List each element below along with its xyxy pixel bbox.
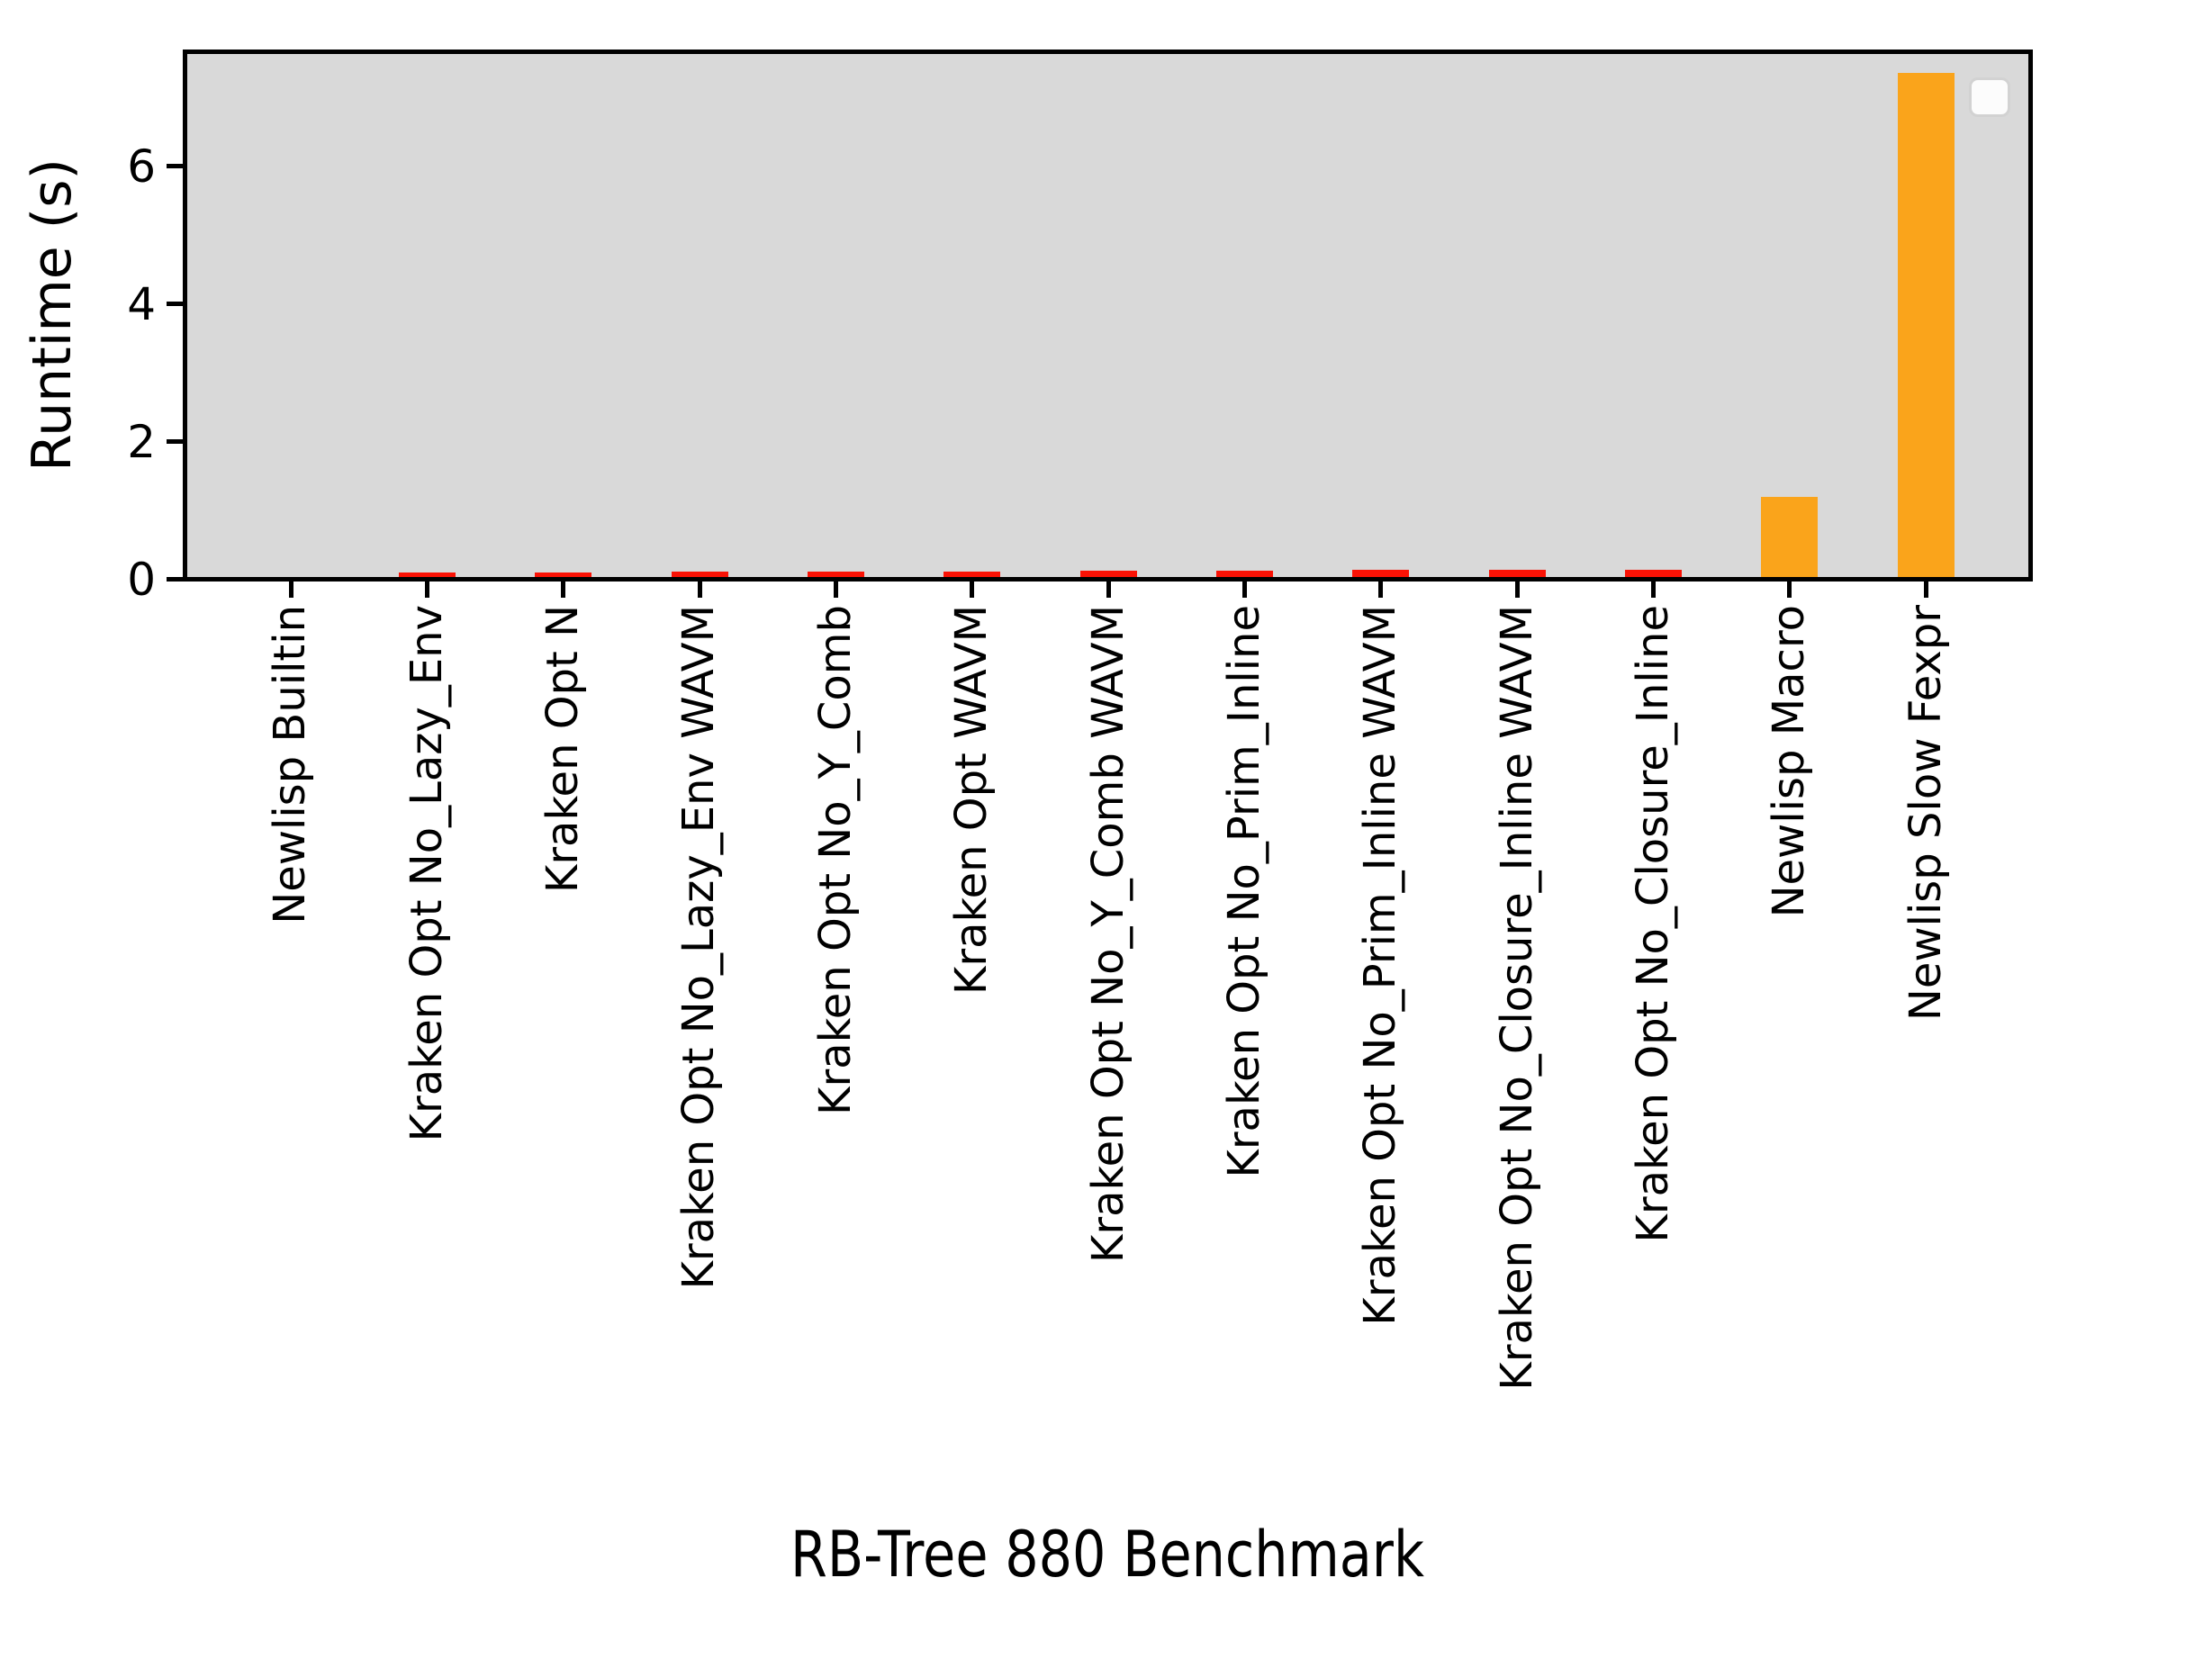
x-tick-mark (1651, 582, 1656, 598)
x-tick-mark (1241, 582, 1247, 598)
x-tick-mark (288, 582, 293, 598)
x-tick-mark (1106, 582, 1111, 598)
x-tick-mark (1378, 582, 1384, 598)
bar (1215, 570, 1273, 577)
x-tick-label-text: Newlisp Builtin (265, 605, 316, 924)
x-tick-label: Newlisp Builtin (223, 605, 358, 924)
y-tick-mark (167, 164, 183, 168)
legend-box (1969, 77, 2010, 117)
x-tick-label: Newlisp Macro (1722, 605, 1857, 917)
x-tick-mark (970, 582, 975, 598)
x-tick-label: Kraken Opt N (496, 605, 631, 893)
x-tick-label: Newlisp Slow Fexpr (1858, 605, 1993, 1021)
x-tick-label-text: Newlisp Slow Fexpr (1900, 605, 1951, 1022)
x-tick-mark (1787, 582, 1792, 598)
y-tick-label: 2 (127, 415, 156, 468)
bar (1352, 569, 1410, 577)
bar (535, 572, 592, 577)
y-tick-mark (167, 439, 183, 444)
x-tick-label-text: Newlisp Macro (1764, 605, 1815, 918)
x-tick-mark (561, 582, 566, 598)
x-tick-label-text: Kraken Opt No_Closure_Inline (1627, 605, 1678, 1243)
x-tick-mark (424, 582, 429, 598)
x-tick-label: Kraken Opt No_Closure_Inline (1586, 605, 1721, 1243)
bar (807, 572, 864, 577)
x-tick-label: Kraken Opt No_Closure_Inline WAVM (1449, 605, 1585, 1391)
x-tick-mark (1923, 582, 1928, 598)
x-tick-label: Kraken Opt No_Prim_Inline WAVM (1314, 605, 1449, 1326)
x-tick-label: Kraken Opt No_Prim_Inline (1177, 605, 1312, 1178)
x-tick-label-text: Kraken Opt No_Closure_Inline WAVM (1491, 605, 1542, 1391)
y-tick-label: 0 (127, 553, 156, 606)
bar (1079, 571, 1137, 577)
x-tick-label: Kraken Opt WAVM (905, 605, 1040, 995)
x-tick-mark (833, 582, 838, 598)
x-tick-mark (697, 582, 702, 598)
x-tick-label-text: Kraken Opt No_Lazy_Env (401, 605, 452, 1142)
x-tick-label-text: Kraken Opt No_Y_Comb WAVM (1082, 605, 1133, 1264)
x-tick-label: Kraken Opt No_Lazy_Env WAVM (632, 605, 767, 1290)
y-tick-label: 6 (127, 140, 156, 193)
x-axis-title: RB-Tree 880 Benchmark (790, 1518, 1425, 1591)
y-tick-mark (167, 577, 183, 582)
bar (398, 572, 456, 577)
bar (671, 572, 728, 577)
x-tick-label: Kraken Opt No_Lazy_Env (359, 605, 494, 1141)
y-tick-label: 4 (127, 277, 156, 330)
x-tick-label-text: Kraken Opt No_Prim_Inline WAVM (1355, 605, 1406, 1326)
x-tick-mark (1514, 582, 1520, 598)
bar (1897, 73, 1955, 577)
x-tick-label-text: Kraken Opt No_Y_Comb (809, 605, 861, 1115)
x-tick-label: Kraken Opt No_Y_Comb WAVM (1041, 605, 1176, 1263)
y-tick-mark (167, 302, 183, 306)
x-tick-label-text: Kraken Opt No_Prim_Inline (1218, 605, 1269, 1178)
x-tick-label: Kraken Opt No_Y_Comb (768, 605, 903, 1115)
plot-area (183, 50, 2033, 582)
bar (1488, 569, 1546, 577)
bar (1761, 496, 1819, 577)
bar (943, 572, 1001, 577)
bar (1625, 569, 1682, 577)
x-tick-label-text: Kraken Opt WAVM (946, 605, 998, 996)
x-tick-label-text: Kraken Opt No_Lazy_Env WAVM (673, 605, 725, 1290)
x-tick-label-text: Kraken Opt N (537, 605, 589, 894)
